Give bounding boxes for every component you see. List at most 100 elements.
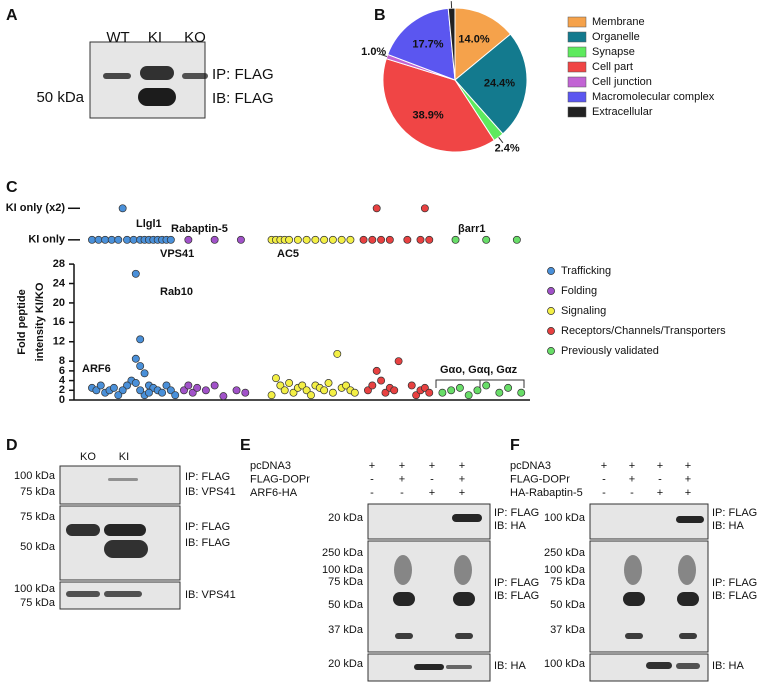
y-axis-label: intensity KI/KO bbox=[34, 282, 46, 361]
blot-annotation: IB: HA bbox=[494, 660, 526, 672]
data-point bbox=[118, 204, 127, 213]
condition-sign: - bbox=[658, 473, 662, 485]
data-point bbox=[210, 235, 219, 244]
legend-swatch bbox=[567, 46, 587, 58]
legend-label: Macromolecular complex bbox=[592, 91, 715, 103]
legend-label: Extracellular bbox=[592, 106, 653, 118]
blot-annotation: IB: FLAG bbox=[212, 90, 274, 107]
data-point bbox=[438, 388, 447, 397]
legend-label: Membrane bbox=[592, 16, 645, 28]
y-tick-label: KI only (x2) bbox=[6, 202, 66, 214]
data-point bbox=[368, 381, 377, 390]
blot-band bbox=[108, 478, 138, 481]
data-point bbox=[188, 388, 197, 397]
pie-slice bbox=[454, 7, 512, 82]
value-label: 2.4% bbox=[495, 142, 520, 154]
legend-label: Previously validated bbox=[561, 345, 659, 357]
data-point bbox=[381, 388, 390, 397]
marker-label: 100 kDa bbox=[544, 512, 586, 524]
blot-band bbox=[679, 633, 697, 639]
condition-name: HA-Rabaptin-5 bbox=[510, 487, 583, 499]
condition-sign: + bbox=[657, 487, 663, 499]
condition-sign: + bbox=[369, 460, 375, 472]
blot-image bbox=[59, 465, 181, 505]
data-point bbox=[232, 386, 241, 395]
blot-band bbox=[452, 514, 482, 522]
data-point bbox=[416, 235, 425, 244]
condition-name: FLAG-DOPr bbox=[510, 473, 570, 485]
data-point bbox=[180, 386, 188, 395]
condition-sign: - bbox=[370, 473, 374, 485]
data-point bbox=[307, 391, 315, 400]
blot-annotation: IP: FLAG bbox=[712, 507, 757, 519]
annotation: Rabaptin-5 bbox=[171, 223, 228, 235]
data-point bbox=[131, 379, 140, 387]
annotation: ARF6 bbox=[82, 363, 111, 375]
marker-label: 50 kDa bbox=[36, 89, 84, 106]
y-tick-label: KI only bbox=[28, 234, 66, 246]
marker-label: 37 kDa bbox=[328, 624, 364, 636]
data-point bbox=[482, 235, 491, 244]
condition-sign: + bbox=[629, 460, 635, 472]
data-point bbox=[131, 354, 140, 363]
condition-sign: + bbox=[601, 460, 607, 472]
blot-annotation: IP: FLAG bbox=[712, 577, 757, 589]
value-label: 24.4% bbox=[484, 77, 515, 89]
pie-slice bbox=[382, 58, 495, 153]
blot-annotation: IB: HA bbox=[712, 660, 744, 672]
blot-band bbox=[395, 633, 413, 639]
data-point bbox=[390, 386, 399, 395]
condition-sign: + bbox=[685, 460, 691, 472]
data-point bbox=[320, 235, 329, 244]
data-point bbox=[451, 235, 460, 244]
data-point bbox=[162, 381, 171, 390]
data-point bbox=[342, 381, 350, 390]
legend-marker bbox=[547, 307, 555, 315]
blot-annotation: IB: HA bbox=[712, 520, 744, 532]
blot-annotation: IP: FLAG bbox=[185, 521, 230, 533]
data-point bbox=[473, 386, 482, 395]
lane-label: KO bbox=[184, 29, 206, 46]
data-point bbox=[407, 381, 416, 390]
data-point bbox=[201, 386, 210, 395]
data-point bbox=[359, 235, 368, 244]
annotation: Gαo, Gαq, Gαz bbox=[440, 364, 518, 376]
lane-label: KI bbox=[148, 29, 162, 46]
blot-annotation: IP: FLAG bbox=[212, 66, 274, 83]
condition-sign: + bbox=[399, 473, 405, 485]
legend-label: Folding bbox=[561, 285, 597, 297]
data-point bbox=[136, 386, 145, 395]
legend-label: Receptors/Channels/Transporters bbox=[561, 325, 726, 337]
marker-label: 50 kDa bbox=[328, 599, 364, 611]
y-tick-label: 6 bbox=[59, 365, 65, 377]
lane-label: KI bbox=[119, 451, 129, 463]
data-point bbox=[372, 366, 381, 375]
blot-band bbox=[676, 663, 700, 669]
blot-annotation: IB: FLAG bbox=[712, 590, 757, 602]
annotation: Rab10 bbox=[160, 286, 193, 298]
data-point bbox=[464, 391, 473, 400]
blot-band bbox=[624, 555, 642, 585]
legend-marker bbox=[547, 267, 555, 275]
legend-marker bbox=[547, 347, 555, 355]
data-point bbox=[368, 235, 377, 244]
blot-band bbox=[623, 592, 645, 606]
data-point bbox=[420, 383, 429, 392]
data-point bbox=[101, 235, 110, 244]
data-point bbox=[96, 381, 105, 390]
blot-band bbox=[453, 592, 475, 606]
data-point bbox=[236, 235, 245, 244]
blot-band bbox=[414, 664, 444, 670]
data-point bbox=[88, 235, 96, 244]
data-point bbox=[280, 386, 289, 395]
blot-band bbox=[455, 633, 473, 639]
condition-sign: + bbox=[459, 473, 465, 485]
value-label: 1.0% bbox=[361, 46, 386, 58]
data-point bbox=[285, 235, 294, 244]
y-tick-label: 8 bbox=[59, 355, 65, 367]
data-point bbox=[425, 388, 434, 397]
condition-name: pcDNA3 bbox=[510, 460, 551, 472]
blot-band bbox=[677, 592, 699, 606]
condition-sign: - bbox=[630, 487, 634, 499]
